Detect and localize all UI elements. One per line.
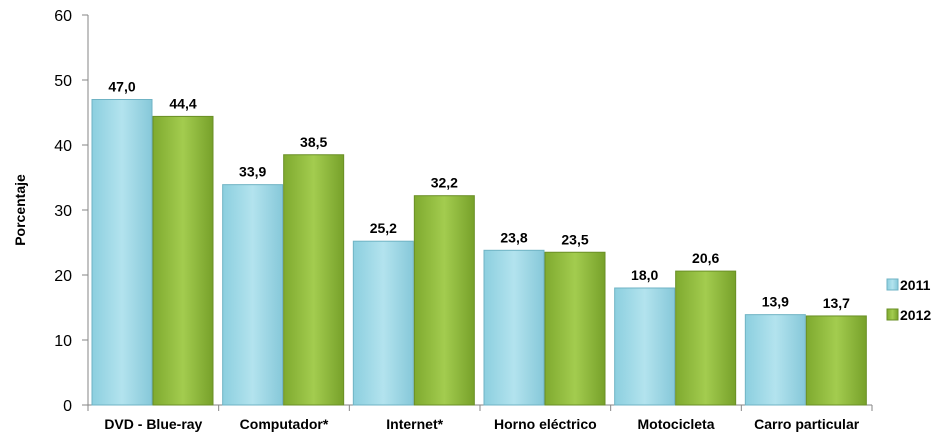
data-label: 47,0	[108, 79, 135, 95]
bar-2012	[152, 115, 214, 406]
data-label: 33,9	[239, 164, 266, 180]
data-label: 32,2	[431, 175, 458, 191]
category-label: Horno eléctrico	[494, 416, 597, 432]
bar-2011	[614, 287, 676, 406]
bars-group: 47,0 44,4 33,9 38,5 25,2 32,2 23,8 23,5 18,0 20,6…	[91, 79, 867, 406]
data-label: 18,0	[631, 267, 658, 283]
bar-2012	[675, 270, 737, 406]
legend-label: 2011	[900, 277, 931, 293]
category-label: Internet*	[386, 416, 443, 432]
data-label: 13,7	[823, 295, 850, 311]
y-tick-label: 40	[54, 138, 72, 155]
legend: 2011 2012	[886, 277, 931, 323]
data-label: 38,5	[300, 134, 327, 150]
category-label: DVD - Blue-ray	[104, 416, 202, 432]
data-label: 20,6	[692, 250, 719, 266]
bar-2011	[91, 99, 153, 406]
category-label: Carro particular	[754, 416, 860, 432]
category-label: Motocicleta	[637, 416, 714, 432]
bar-2011	[352, 240, 414, 406]
bar-2011	[222, 184, 284, 406]
bar-2011	[483, 249, 545, 406]
data-label: 25,2	[370, 220, 397, 236]
legend-swatch-2012	[886, 308, 899, 321]
legend-label: 2012	[900, 307, 931, 323]
bar-2011	[744, 314, 806, 406]
bar-2012	[283, 154, 345, 406]
data-label: 23,5	[561, 231, 588, 247]
data-label: 44,4	[169, 95, 196, 111]
category-label: Computador*	[240, 416, 329, 432]
data-label: 13,9	[762, 294, 789, 310]
category-labels: DVD - Blue-ray Computador* Internet* Horno …	[87, 405, 873, 432]
bar-2012	[544, 251, 606, 406]
y-tick-label: 20	[54, 268, 72, 285]
y-axis-label: Porcentaje	[12, 174, 28, 246]
y-tick-label: 60	[54, 8, 72, 25]
legend-swatch-2011	[886, 278, 899, 291]
y-tick-label: 0	[63, 398, 72, 415]
y-tick-label: 50	[54, 73, 72, 90]
y-axis-ticks: 0 10 20 30 40 50 60	[54, 8, 88, 415]
bar-2012	[805, 315, 867, 406]
y-tick-label: 30	[54, 203, 72, 220]
y-tick-label: 10	[54, 333, 72, 350]
data-label: 23,8	[500, 229, 527, 245]
bar-2012	[413, 195, 475, 406]
